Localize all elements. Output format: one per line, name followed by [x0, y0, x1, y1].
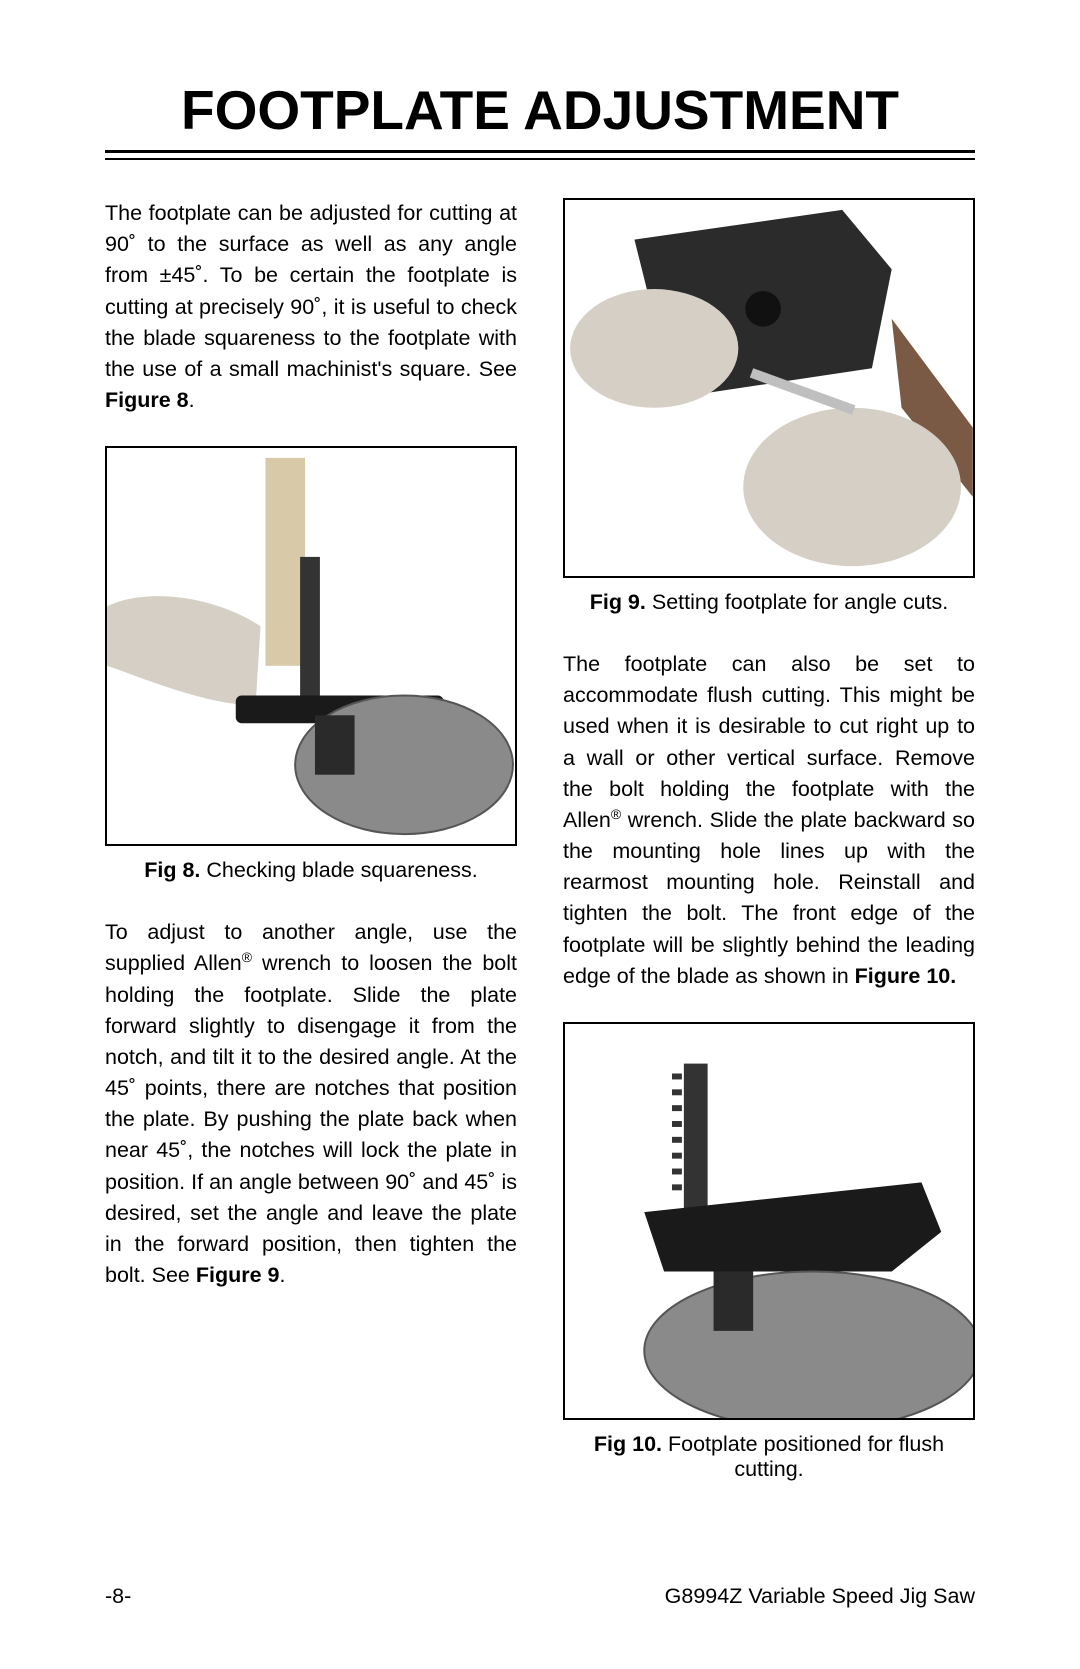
page-title: FOOTPLATE ADJUSTMENT: [105, 78, 975, 142]
flush-cut-paragraph: The footplate can also be set to accommo…: [563, 649, 975, 992]
figure-10-caption: Fig 10. Footplate positioned for flush c…: [563, 1432, 975, 1482]
registered-mark-2: ®: [611, 806, 621, 822]
left-column: The footplate can be adjusted for cuttin…: [105, 198, 517, 1482]
figure-10-caption-text: Footplate positioned for flush cutting.: [662, 1432, 944, 1481]
two-column-layout: The footplate can be adjusted for cuttin…: [105, 198, 975, 1482]
figure-8-label: Fig 8.: [144, 858, 200, 882]
figure-8-frame: [105, 446, 517, 846]
intro-text-a: The footplate can be adjusted for cuttin…: [105, 201, 517, 381]
figure-8-caption-text: Checking blade squareness.: [200, 858, 477, 882]
figure-9-frame: [563, 198, 975, 578]
intro-paragraph: The footplate can be adjusted for cuttin…: [105, 198, 517, 416]
title-rule-thin: [105, 158, 975, 160]
manual-page: FOOTPLATE ADJUSTMENT The footplate can b…: [0, 0, 1080, 1669]
flush-text-b: wrench. Slide the plate backward so the …: [563, 808, 975, 988]
angle-figure-ref: Figure 9: [196, 1263, 280, 1287]
figure-10-image: [565, 1024, 973, 1418]
page-number: -8-: [105, 1584, 131, 1609]
figure-10-label: Fig 10.: [594, 1432, 662, 1456]
intro-figure-ref: Figure 8: [105, 388, 189, 412]
angle-adjust-paragraph: To adjust to another angle, use the supp…: [105, 917, 517, 1291]
right-column: Fig 9. Setting footplate for angle cuts.…: [563, 198, 975, 1482]
product-name: G8994Z Variable Speed Jig Saw: [665, 1584, 975, 1609]
intro-text-c: .: [189, 388, 195, 412]
figure-8-caption: Fig 8. Checking blade squareness.: [105, 858, 517, 883]
flush-figure-ref: Figure 10.: [855, 964, 957, 988]
figure-9-label: Fig 9.: [590, 590, 646, 614]
flush-text-a: The footplate can also be set to accommo…: [563, 652, 975, 832]
registered-mark-1: ®: [242, 949, 252, 965]
title-rule-thick: [105, 150, 975, 153]
figure-9-caption: Fig 9. Setting footplate for angle cuts.: [563, 590, 975, 615]
page-footer: -8- G8994Z Variable Speed Jig Saw: [105, 1584, 975, 1609]
figure-10-frame: [563, 1022, 975, 1420]
figure-9-image: [565, 200, 973, 576]
figure-9-caption-text: Setting footplate for angle cuts.: [646, 590, 948, 614]
angle-text-b: wrench to loosen the bolt holding the fo…: [105, 951, 517, 1287]
angle-text-d: .: [279, 1263, 285, 1287]
figure-8-image: [107, 448, 515, 844]
